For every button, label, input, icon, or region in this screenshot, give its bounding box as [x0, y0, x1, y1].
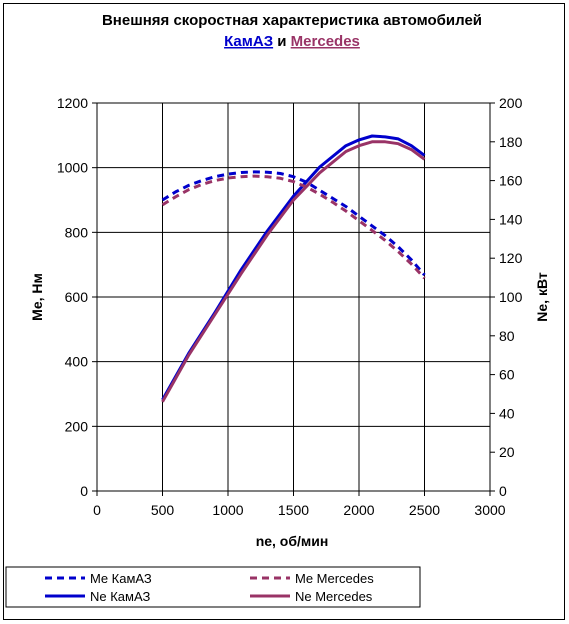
y-right-tick-label: 180 — [499, 134, 523, 150]
y-right-tick-label: 100 — [499, 289, 523, 305]
x-axis-label: ne, об/мин — [256, 533, 329, 549]
x-tick-label: 3000 — [474, 502, 505, 518]
y-left-tick-label: 200 — [65, 418, 89, 434]
y-left-tick-label: 600 — [65, 289, 89, 305]
axes — [92, 102, 495, 496]
y-right-tick-label: 140 — [499, 211, 523, 227]
x-tick-label: 0 — [93, 502, 101, 518]
y-right-tick-label: 80 — [499, 328, 515, 344]
y-right-tick-label: 200 — [499, 95, 523, 111]
legend-label: Me КамАЗ — [90, 571, 152, 586]
legend-box — [5, 566, 421, 608]
legend-label: Me Mercedes — [295, 571, 374, 586]
y-right-tick-label: 40 — [499, 405, 515, 421]
title-and: и — [273, 33, 291, 50]
legend-label: Ne Mercedes — [295, 589, 373, 604]
title-kamaz: КамАЗ — [224, 33, 273, 50]
series-line-me-камаз — [161, 170, 426, 276]
legend: Me КамАЗ Me Mercedes Ne КамАЗ Ne Mercedes — [5, 566, 421, 608]
y-right-tick-label: 60 — [499, 367, 515, 383]
x-tick-label: 500 — [151, 502, 175, 518]
tick-labels: 0 500 1000 1500 2000 2500 30000200400600800100… — [57, 95, 523, 518]
legend-label: Ne КамАЗ — [90, 589, 150, 604]
y-right-tick-label: 160 — [499, 173, 523, 189]
series-line-ne-mercedes — [161, 140, 426, 403]
y-left-tick-label: 1200 — [57, 95, 88, 111]
chart-subtitle: КамАЗ и Mercedes — [224, 33, 360, 50]
x-tick-label: 2000 — [343, 502, 374, 518]
y-right-tick-label: 20 — [499, 444, 515, 460]
y-left-tick-label: 1000 — [57, 160, 88, 176]
title-mercedes: Mercedes — [291, 33, 360, 50]
grid — [96, 102, 491, 492]
y-left-axis-label: Me, Нм — [29, 273, 45, 321]
y-left-tick-label: 800 — [65, 224, 89, 240]
y-left-tick-label: 0 — [80, 483, 88, 499]
y-left-tick-label: 400 — [65, 354, 89, 370]
x-tick-label: 1500 — [278, 502, 309, 518]
y-right-axis-label: Ne, кВт — [534, 272, 550, 322]
series-line-me-mercedes — [161, 174, 426, 280]
y-right-tick-label: 0 — [499, 483, 507, 499]
series-layer — [161, 134, 426, 403]
x-tick-label: 2500 — [409, 502, 440, 518]
x-tick-label: 1000 — [212, 502, 243, 518]
chart-title: Внешняя скоростная характеристика автомо… — [102, 12, 482, 29]
y-right-tick-label: 120 — [499, 250, 523, 266]
